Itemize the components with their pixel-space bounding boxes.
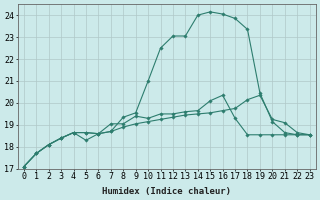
X-axis label: Humidex (Indice chaleur): Humidex (Indice chaleur) [102, 187, 231, 196]
